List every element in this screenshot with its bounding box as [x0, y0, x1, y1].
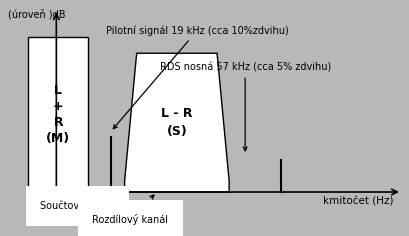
Text: kmitočet (Hz): kmitočet (Hz)	[323, 197, 393, 207]
Polygon shape	[124, 53, 229, 192]
Text: L - R
(S): L - R (S)	[161, 107, 192, 138]
Text: RDS nosná 57 kHz (cca 5% zdvihu): RDS nosná 57 kHz (cca 5% zdvihu)	[159, 63, 330, 151]
Text: Rozdílový kanál: Rozdílový kanál	[92, 195, 168, 225]
Text: (úroveň )dB: (úroveň )dB	[8, 9, 65, 20]
Text: Pilotní signál 19 kHz (cca 10%zdvihu): Pilotní signál 19 kHz (cca 10%zdvihu)	[106, 25, 288, 129]
Text: L
+
R
(M): L + R (M)	[46, 84, 70, 145]
Bar	[28, 37, 88, 192]
Text: Součtový kanál: Součtový kanál	[40, 194, 115, 211]
